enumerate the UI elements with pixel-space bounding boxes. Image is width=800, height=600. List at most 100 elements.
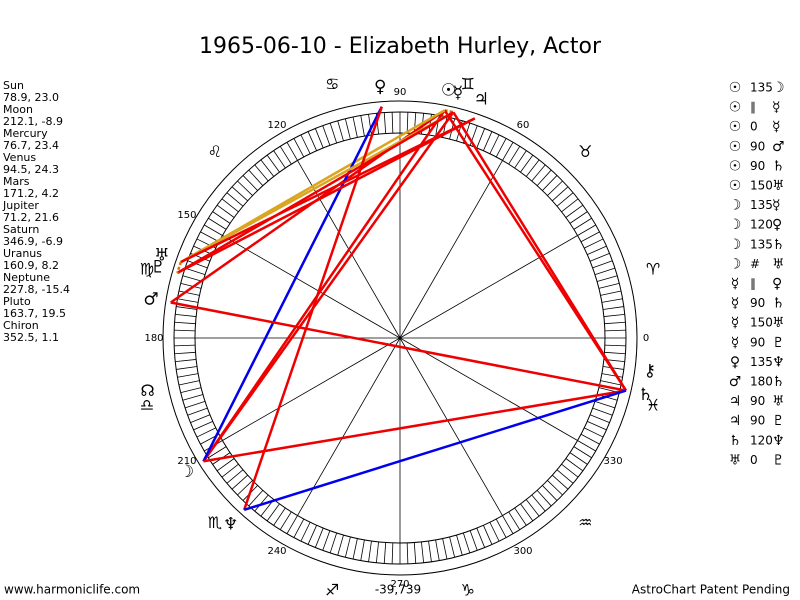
- degree-tick: [204, 224, 223, 236]
- aspect-b: ♅: [772, 178, 785, 194]
- aspect-a: ♀: [730, 354, 740, 370]
- aspect-kind: 90: [750, 335, 765, 349]
- degree-tick: [489, 522, 500, 542]
- degree-tick: [237, 180, 253, 196]
- planet-glyph: ☿: [453, 83, 463, 103]
- degree-tick: [596, 275, 618, 282]
- aspect-a: ♃: [729, 413, 742, 429]
- aspect-kind: 0: [750, 453, 758, 467]
- degree-tick: [600, 380, 622, 386]
- degree-tick: [483, 525, 493, 545]
- sign-glyph: ♋: [325, 74, 339, 93]
- degree-tick: [536, 169, 552, 186]
- planet-name: Mercury: [3, 127, 48, 140]
- degree-tick: [216, 204, 235, 218]
- degree-tick: [502, 142, 514, 161]
- planet-name: Pluto: [3, 295, 31, 308]
- degree-tick: [456, 534, 463, 556]
- planet-glyph: ♅: [154, 246, 169, 266]
- degree-tick: [547, 180, 563, 196]
- node-glyph: ☊: [141, 381, 155, 400]
- planet-coords: 171.2, 4.2: [3, 187, 59, 200]
- degree-tick: [469, 530, 478, 551]
- aspect-b: ♅: [772, 315, 785, 331]
- degree-tick: [221, 198, 239, 213]
- degree-tick: [176, 366, 198, 370]
- degree-label: 60: [517, 120, 530, 131]
- sign-glyph: ♓: [646, 395, 660, 414]
- outer-circle: [162, 100, 638, 576]
- degree-tick: [552, 474, 569, 490]
- degree-tick: [573, 217, 592, 230]
- degree-tick: [561, 198, 579, 213]
- degree-tick: [273, 507, 286, 526]
- degree-tick: [175, 313, 197, 317]
- degree-tick: [177, 298, 199, 303]
- planet-glyph: ♀: [374, 77, 386, 97]
- degree-tick: [178, 290, 200, 296]
- degree-tick: [329, 532, 338, 554]
- house-spoke: [399, 235, 578, 339]
- aspect-a: ☽: [729, 217, 742, 233]
- sign-glyph: ♎: [140, 395, 154, 414]
- degree-tick: [598, 282, 620, 289]
- aspect-line: [452, 111, 628, 392]
- planet-name: Saturn: [3, 223, 39, 236]
- planet-glyph: ☉: [441, 81, 456, 101]
- sign-glyph: ♍: [140, 260, 154, 279]
- degree-tick: [300, 522, 311, 542]
- degree-tick: [279, 146, 292, 165]
- degree-tick: [556, 469, 574, 484]
- planet-coords: 76.7, 23.4: [3, 139, 59, 152]
- degree-tick: [442, 538, 448, 560]
- degree-tick: [254, 494, 269, 512]
- degree-tick: [580, 231, 600, 243]
- degree-tick: [592, 407, 613, 416]
- aspect-line: [180, 111, 454, 264]
- aspect-kind: 90: [750, 139, 765, 153]
- degree-tick: [600, 290, 622, 296]
- degree-tick: [322, 125, 331, 146]
- degree-tick: [260, 159, 275, 177]
- degree-tick: [286, 515, 298, 534]
- degree-tick: [531, 164, 546, 182]
- degree-tick: [428, 540, 432, 562]
- degree-tick: [476, 128, 486, 149]
- degree-tick: [337, 534, 344, 556]
- degree-tick: [187, 407, 208, 416]
- planet-glyph: ☽: [179, 462, 194, 482]
- planet-name: Venus: [3, 151, 36, 164]
- degree-tick: [421, 541, 425, 563]
- aspect-a: ☿: [731, 335, 740, 351]
- degree-tick: [391, 542, 394, 564]
- aspect-a: ☿: [731, 315, 740, 331]
- house-spoke: [399, 337, 578, 441]
- degree-tick: [307, 525, 317, 545]
- aspect-b: ♇: [772, 413, 785, 429]
- degree-tick: [368, 114, 372, 136]
- degree-tick: [286, 142, 298, 161]
- degree-tick: [584, 427, 604, 438]
- aspect-b: ♅: [772, 256, 785, 272]
- aspect-line: [242, 106, 383, 511]
- degree-tick: [322, 530, 331, 551]
- degree-label: 0: [643, 333, 649, 344]
- aspect-line: [202, 109, 446, 462]
- degree-tick: [604, 344, 626, 347]
- aspect-b: ♄: [772, 296, 785, 312]
- degree-label: 180: [144, 333, 163, 344]
- degree-tick: [569, 211, 588, 224]
- planet-coords: 71.2, 21.6: [3, 211, 59, 224]
- aspect-a: ☉: [729, 100, 742, 116]
- degree-tick: [300, 134, 311, 154]
- planet-coords: 212.1, -8.9: [3, 115, 63, 128]
- aspect-a: ☽: [729, 256, 742, 272]
- degree-tick: [180, 282, 202, 289]
- degree-tick: [565, 458, 584, 472]
- degree-tick: [495, 138, 507, 158]
- aspect-b: ♀: [772, 217, 782, 233]
- aspect-a: ☉: [729, 139, 742, 155]
- degree-tick: [221, 463, 239, 478]
- degree-tick: [176, 306, 198, 310]
- degree-tick: [508, 511, 521, 530]
